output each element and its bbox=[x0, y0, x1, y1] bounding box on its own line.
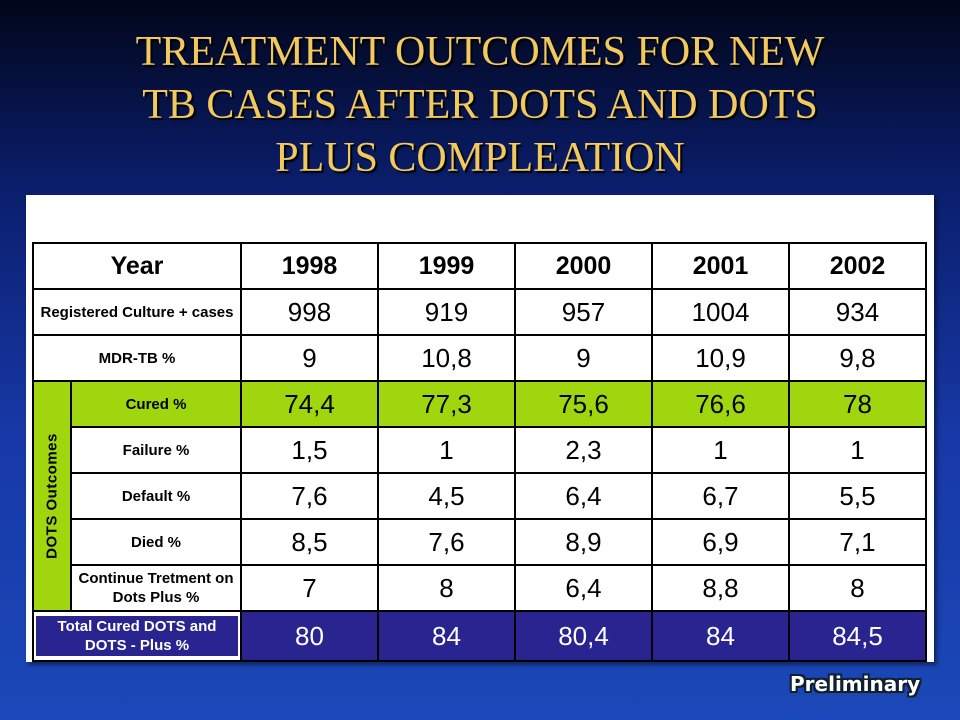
table-row-cured: DOTS Outcomes Cured % 74,4 77,3 75,6 76,… bbox=[32, 380, 927, 612]
table-cell: 957 bbox=[514, 288, 653, 336]
table-cell: 7,6 bbox=[377, 518, 516, 566]
table-cell: 6,4 bbox=[514, 472, 653, 520]
table-cell: 10,8 bbox=[377, 334, 516, 382]
table-cell: 78 bbox=[788, 380, 927, 428]
table-cell: 8,5 bbox=[240, 518, 379, 566]
table-cell: 8,9 bbox=[514, 518, 653, 566]
table-row-mdr-tb: MDR-TB % 9 10,8 9 10,9 9,8 bbox=[32, 334, 927, 382]
table-row-default: Default % 7,6 4,5 6,4 6,7 5,5 bbox=[33, 472, 927, 520]
table-cell: 84,5 bbox=[788, 610, 927, 662]
total-row-label-cell: Total Cured DOTS and DOTS - Plus % bbox=[32, 610, 242, 662]
year-header-cell: 2000 bbox=[514, 242, 653, 290]
row-label: Default % bbox=[70, 472, 242, 520]
table-cell: 5,5 bbox=[788, 472, 927, 520]
table-cell: 10,9 bbox=[651, 334, 790, 382]
title-line: TB CASES AFTER DOTS AND DOTS bbox=[142, 82, 818, 128]
table-cell: 919 bbox=[377, 288, 516, 336]
year-header-cell: 1999 bbox=[377, 242, 516, 290]
table-cell: 6,9 bbox=[651, 518, 790, 566]
row-label: Total Cured DOTS and DOTS - Plus % bbox=[36, 616, 238, 656]
table-cell: 1,5 bbox=[240, 426, 379, 474]
table-cell: 1004 bbox=[651, 288, 790, 336]
year-header-cell: 2002 bbox=[788, 242, 927, 290]
table-cell: 76,6 bbox=[651, 380, 790, 428]
row-label: Failure % bbox=[70, 426, 242, 474]
table-cell: 9 bbox=[240, 334, 379, 382]
row-label: Continue Tretment on Dots Plus % bbox=[70, 564, 242, 612]
table-cell: 998 bbox=[240, 288, 379, 336]
table-cell: 8 bbox=[788, 564, 927, 612]
table-cell: 934 bbox=[788, 288, 927, 336]
table-cell: 80,4 bbox=[514, 610, 653, 662]
year-header-row: Year 1998 1999 2000 2001 2002 bbox=[32, 242, 927, 290]
table-cell: 4,5 bbox=[377, 472, 516, 520]
row-label: Died % bbox=[70, 518, 242, 566]
table-cell: 2,3 bbox=[514, 426, 653, 474]
table-cell: 9 bbox=[514, 334, 653, 382]
table-row-died: Died % 8,5 7,6 8,9 6,9 7,1 bbox=[33, 518, 927, 566]
table-cell: 8,8 bbox=[651, 564, 790, 612]
table-cell: 8 bbox=[377, 564, 516, 612]
year-header-label: Year bbox=[32, 242, 242, 290]
table-row-total-cured: Total Cured DOTS and DOTS - Plus % 80 84… bbox=[32, 610, 927, 662]
dots-outcomes-strip: DOTS Outcomes bbox=[32, 380, 72, 612]
table-cell: 7,6 bbox=[240, 472, 379, 520]
year-header-cell: 2001 bbox=[651, 242, 790, 290]
row-label: Cured % bbox=[70, 380, 242, 428]
table-cell: 84 bbox=[651, 610, 790, 662]
table-cell: 1 bbox=[377, 426, 516, 474]
table-cell: 1 bbox=[651, 426, 790, 474]
preliminary-badge: Preliminary bbox=[790, 672, 921, 696]
table-cell: 7 bbox=[240, 564, 379, 612]
title-line: TREATMENT OUTCOMES FOR NEW bbox=[135, 29, 825, 75]
slide-title: TREATMENT OUTCOMES FOR NEW TB CASES AFTE… bbox=[40, 26, 920, 185]
table-cell: 77,3 bbox=[377, 380, 516, 428]
table-row-failure: Failure % 1,5 1 2,3 1 1 bbox=[33, 426, 927, 474]
title-line: PLUS COMPLEATION bbox=[275, 135, 685, 181]
table-cell: 1 bbox=[788, 426, 927, 474]
table-row-continue-treatment: Continue Tretment on Dots Plus % 7 8 6,4… bbox=[33, 564, 927, 612]
table-cell: 6,7 bbox=[651, 472, 790, 520]
outcomes-table: Year 1998 1999 2000 2001 2002 Registered… bbox=[32, 242, 927, 662]
table-cell: 6,4 bbox=[514, 564, 653, 612]
table-cell: 84 bbox=[377, 610, 516, 662]
year-header-cell: 1998 bbox=[240, 242, 379, 290]
row-label: Registered Culture + cases bbox=[32, 288, 242, 336]
table-cell: 9,8 bbox=[788, 334, 927, 382]
table-cell: 80 bbox=[240, 610, 379, 662]
table-cell: 7,1 bbox=[788, 518, 927, 566]
dots-outcomes-label: DOTS Outcomes bbox=[43, 433, 61, 559]
row-label: MDR-TB % bbox=[32, 334, 242, 382]
table-cell: 74,4 bbox=[240, 380, 379, 428]
table-row-registered-cases: Registered Culture + cases 998 919 957 1… bbox=[32, 288, 927, 336]
table-cell: 75,6 bbox=[514, 380, 653, 428]
